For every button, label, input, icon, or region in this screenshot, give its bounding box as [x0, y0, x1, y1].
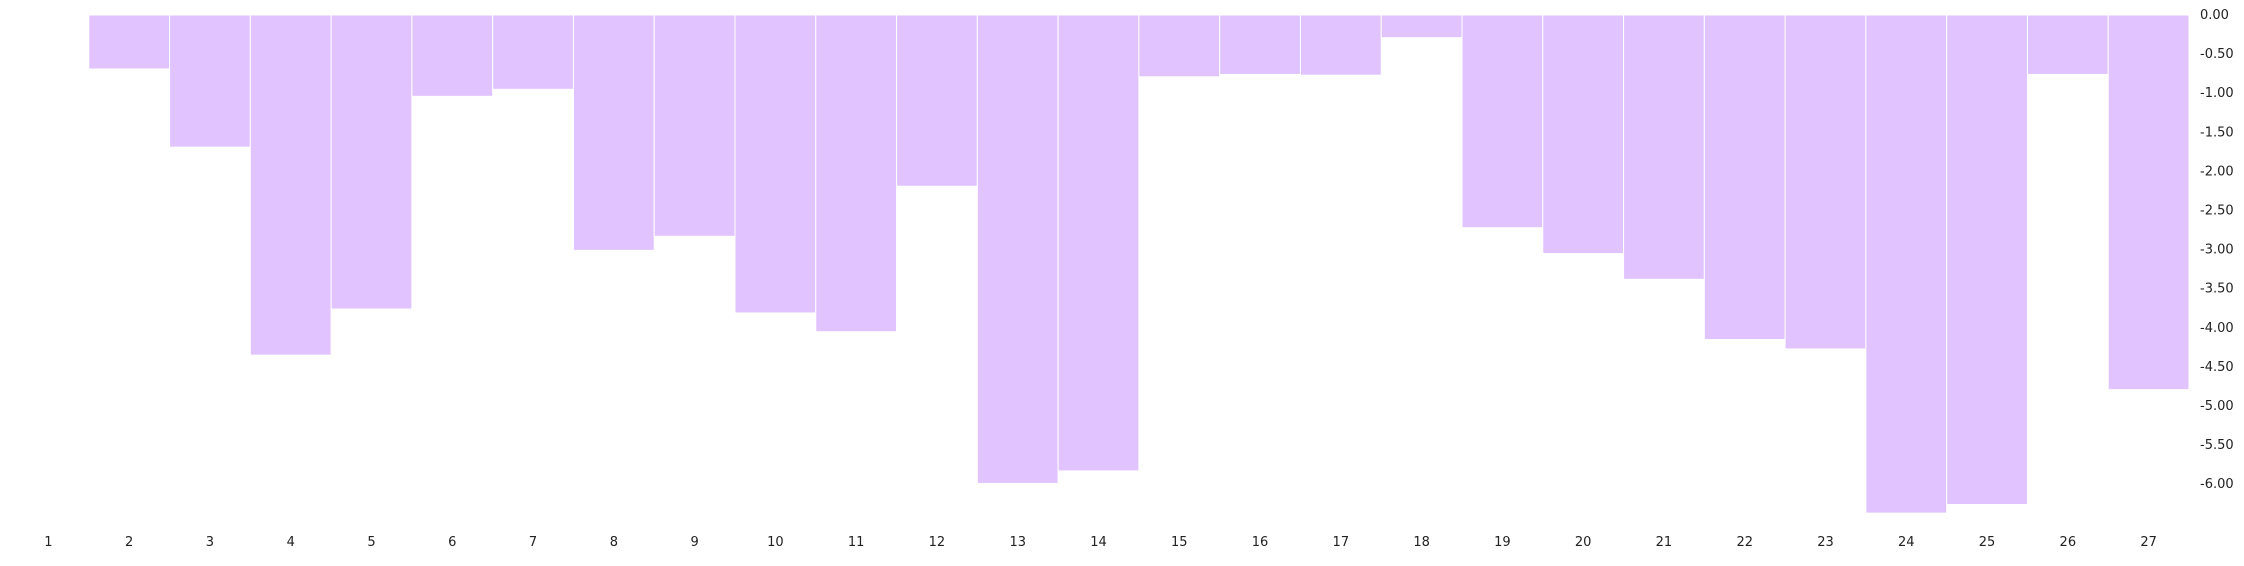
y-tick-label: -5.00 — [2200, 399, 2234, 414]
bar-14[interactable] — [1057, 14, 1140, 472]
x-axis-ticks: 1 2 3 4 5 6 7 8 9 10 11 12 13 14 15 16 17 18 19 20 21 22 23 24 2… — [44, 535, 2157, 550]
x-tick-label: 14 — [1090, 535, 1107, 550]
y-tick-label: -2.00 — [2200, 164, 2234, 179]
y-axis-ticks: 0.00 -0.50 -1.00 -1.50 -2.00 -2.50 -3.00 -3.50 -… — [2200, 8, 2234, 492]
bar-7[interactable] — [492, 14, 574, 90]
x-tick-label: 6 — [448, 535, 456, 550]
x-tick-label: 26 — [2060, 535, 2077, 550]
x-tick-label: 15 — [1171, 535, 1188, 550]
y-tick-label: -3.00 — [2200, 243, 2234, 258]
x-tick-label: 21 — [1656, 535, 1673, 550]
x-tick-label: 20 — [1575, 535, 1592, 550]
x-tick-label: 18 — [1413, 535, 1430, 550]
bar-12[interactable] — [896, 14, 978, 187]
bar-24[interactable] — [1865, 14, 1948, 514]
x-tick-label: 19 — [1494, 535, 1511, 550]
bar-15[interactable] — [1138, 14, 1221, 78]
bar-3[interactable] — [169, 14, 251, 148]
x-tick-label: 12 — [929, 535, 946, 550]
x-tick-label: 7 — [529, 535, 537, 550]
x-tick-label: 8 — [610, 535, 618, 550]
bar-17[interactable] — [1299, 14, 1382, 76]
bars-group — [7, 14, 2190, 514]
x-tick-label: 11 — [848, 535, 865, 550]
x-tick-label: 5 — [367, 535, 375, 550]
y-tick-label: -0.50 — [2200, 47, 2234, 62]
x-tick-label: 9 — [690, 535, 698, 550]
bar-1[interactable] — [7, 14, 90, 17]
bar-2[interactable] — [88, 14, 171, 70]
x-tick-label: 4 — [287, 535, 295, 550]
bar-11[interactable] — [815, 14, 898, 333]
x-tick-label: 24 — [1898, 535, 1915, 550]
bar-27[interactable] — [2107, 14, 2190, 391]
y-tick-label: 0.00 — [2200, 8, 2229, 23]
x-tick-label: 16 — [1252, 535, 1269, 550]
x-tick-label: 27 — [2140, 535, 2157, 550]
bar-4[interactable] — [249, 14, 332, 356]
x-tick-label: 1 — [44, 535, 52, 550]
y-tick-label: -1.50 — [2200, 125, 2234, 140]
bar-23[interactable] — [1784, 14, 1867, 350]
y-tick-label: -3.50 — [2200, 282, 2234, 297]
bar-16[interactable] — [1219, 14, 1301, 75]
y-tick-label: -4.00 — [2200, 321, 2234, 336]
bar-21[interactable] — [1623, 14, 1705, 280]
bar-26[interactable] — [2026, 14, 2109, 75]
bar-20[interactable] — [1542, 14, 1625, 255]
x-tick-label: 22 — [1736, 535, 1753, 550]
x-tick-label: 3 — [206, 535, 214, 550]
x-tick-label: 23 — [1817, 535, 1834, 550]
bar-19[interactable] — [1461, 14, 1544, 229]
x-tick-label: 10 — [767, 535, 784, 550]
bar-13[interactable] — [976, 14, 1059, 484]
y-tick-label: -4.50 — [2200, 360, 2234, 375]
y-tick-label: -2.50 — [2200, 204, 2234, 219]
bar-10[interactable] — [734, 14, 817, 314]
y-tick-label: -1.00 — [2200, 86, 2234, 101]
bar-9[interactable] — [653, 14, 736, 237]
x-tick-label: 2 — [125, 535, 133, 550]
bar-22[interactable] — [1703, 14, 1786, 341]
x-tick-label: 13 — [1009, 535, 1026, 550]
bar-18[interactable] — [1380, 14, 1463, 39]
bar-6[interactable] — [411, 14, 494, 97]
x-tick-label: 17 — [1333, 535, 1350, 550]
y-tick-label: -6.00 — [2200, 477, 2234, 492]
x-tick-label: 25 — [1979, 535, 1996, 550]
bar-25[interactable] — [1946, 14, 2028, 506]
y-tick-label: -5.50 — [2200, 438, 2234, 453]
bar-8[interactable] — [572, 14, 655, 251]
bar-5[interactable] — [330, 14, 413, 310]
